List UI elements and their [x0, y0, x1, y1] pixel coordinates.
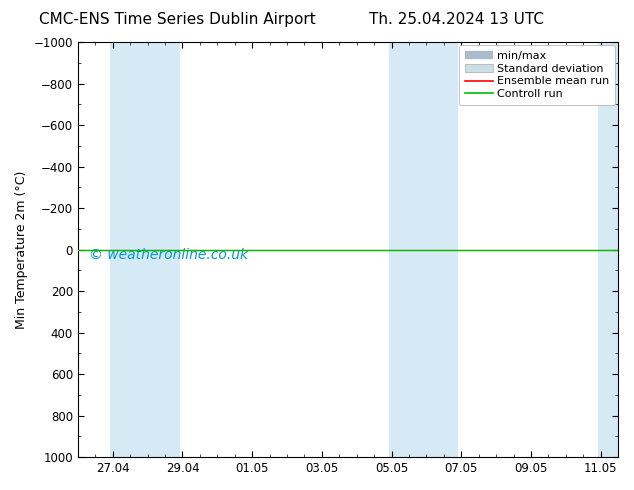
Bar	[389, 42, 458, 457]
Text: Th. 25.04.2024 13 UTC: Th. 25.04.2024 13 UTC	[369, 12, 544, 27]
Legend: min/max, Standard deviation, Ensemble mean run, Controll run: min/max, Standard deviation, Ensemble me…	[459, 46, 615, 105]
Text: © weatheronline.co.uk: © weatheronline.co.uk	[89, 247, 248, 262]
Y-axis label: Min Temperature 2m (°C): Min Temperature 2m (°C)	[15, 171, 28, 329]
Bar	[598, 42, 618, 457]
Text: CMC-ENS Time Series Dublin Airport: CMC-ENS Time Series Dublin Airport	[39, 12, 316, 27]
Bar	[110, 42, 179, 457]
